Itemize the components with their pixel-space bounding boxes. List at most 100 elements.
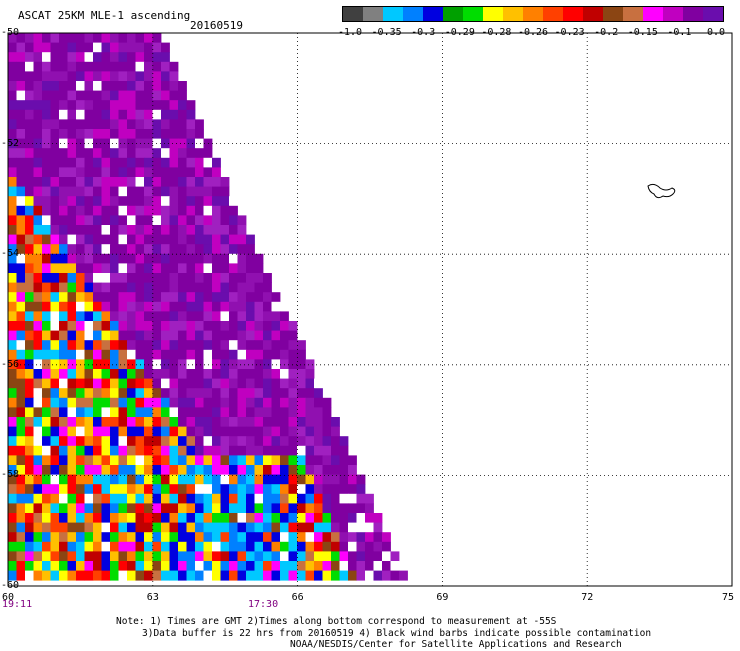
heatmap-cell — [93, 493, 102, 504]
heatmap-cell — [16, 369, 26, 379]
heatmap-cell — [84, 225, 94, 235]
heatmap-cell — [237, 359, 247, 370]
heatmap-cell — [297, 513, 306, 523]
heatmap-cell — [144, 369, 153, 379]
heatmap-cell — [59, 90, 68, 101]
heatmap-cell — [135, 33, 145, 43]
heatmap-cell — [59, 369, 68, 379]
colorbar-swatch — [483, 7, 503, 21]
heatmap-cell — [127, 532, 136, 543]
heatmap-cell — [110, 71, 119, 82]
heatmap-cell — [288, 532, 298, 543]
heatmap-cell — [25, 445, 34, 456]
heatmap-cell — [152, 551, 162, 562]
heatmap-cell — [25, 503, 34, 514]
heatmap-cell — [42, 100, 51, 111]
heatmap-cell — [169, 417, 179, 427]
heatmap-cell — [280, 330, 289, 341]
heatmap-cell — [76, 426, 85, 437]
heatmap-cell — [101, 52, 111, 63]
heatmap-cell — [263, 426, 272, 437]
heatmap-cell — [178, 445, 187, 456]
heatmap-cell — [169, 513, 179, 523]
heatmap-cell — [8, 167, 17, 178]
heatmap-cell — [84, 177, 94, 187]
heatmap-cell — [144, 349, 153, 360]
heatmap-cell — [59, 215, 68, 226]
heatmap-cell — [280, 513, 289, 523]
heatmap-cell — [101, 167, 111, 178]
heatmap-cell — [110, 311, 119, 322]
heatmap-cell — [84, 157, 94, 168]
heatmap-cell — [101, 465, 111, 475]
heatmap-cell — [76, 215, 85, 226]
heatmap-cell — [152, 157, 162, 168]
heatmap-cell — [135, 426, 145, 437]
heatmap-cell — [33, 445, 43, 456]
heatmap-cell — [254, 388, 264, 399]
heatmap-cell — [135, 71, 145, 82]
heatmap-cell — [263, 301, 272, 312]
heatmap-cell — [50, 541, 60, 552]
heatmap-cell — [33, 282, 43, 293]
heatmap-cell — [42, 52, 51, 63]
heatmap-cell — [203, 522, 213, 533]
heatmap-cell — [110, 301, 119, 312]
heatmap-cell — [76, 493, 85, 504]
heatmap-cell — [144, 311, 153, 322]
heatmap-cell — [229, 234, 238, 245]
heatmap-cell — [118, 42, 128, 53]
heatmap-cell — [135, 234, 145, 245]
heatmap-cell — [203, 407, 213, 418]
heatmap-cell — [152, 522, 162, 533]
heatmap-cell — [212, 273, 221, 283]
heatmap-cell — [203, 503, 213, 514]
heatmap-cell — [67, 311, 77, 322]
heatmap-cell — [59, 378, 68, 389]
heatmap-cell — [118, 109, 128, 120]
heatmap-cell — [101, 513, 111, 523]
heatmap-cell — [135, 138, 145, 149]
heatmap-cell — [195, 397, 204, 408]
heatmap-cell — [246, 292, 255, 303]
heatmap-cell — [50, 340, 60, 351]
heatmap-cell — [178, 426, 187, 437]
heatmap-cell — [16, 541, 26, 552]
heatmap-cell — [135, 532, 145, 543]
heatmap-cell — [237, 282, 247, 293]
heatmap-cell — [118, 138, 128, 149]
heatmap-cell — [280, 349, 289, 360]
heatmap-cell — [229, 532, 238, 543]
heatmap-cell — [169, 177, 179, 187]
heatmap-cell — [229, 445, 238, 456]
heatmap-cell — [339, 436, 349, 447]
heatmap-cell — [382, 532, 391, 543]
heatmap-cell — [110, 397, 119, 408]
heatmap-cell — [203, 177, 213, 187]
heatmap-cell — [50, 81, 60, 91]
heatmap-cell — [118, 215, 128, 226]
heatmap-cell — [84, 263, 94, 274]
heatmap-cell — [280, 465, 289, 475]
heatmap-cell — [152, 417, 162, 427]
heatmap-cell — [8, 369, 17, 379]
heatmap-cell — [127, 349, 136, 360]
heatmap-cell — [169, 388, 179, 399]
heatmap-cell — [152, 532, 162, 543]
heatmap-cell — [186, 215, 196, 226]
heatmap-cell — [50, 532, 60, 543]
heatmap-cell — [161, 522, 170, 533]
heatmap-cell — [16, 570, 26, 581]
heatmap-cell — [186, 273, 196, 283]
heatmap-cell — [254, 484, 264, 495]
heatmap-cell — [314, 561, 323, 571]
heatmap-cell — [50, 388, 60, 399]
heatmap-cell — [144, 225, 153, 235]
heatmap-cell — [152, 167, 162, 178]
heatmap-cell — [33, 532, 43, 543]
heatmap-cell — [229, 465, 238, 475]
heatmap-cell — [42, 205, 51, 216]
heatmap-cell — [237, 417, 247, 427]
heatmap-cell — [110, 474, 119, 485]
heatmap-cell — [42, 503, 51, 514]
